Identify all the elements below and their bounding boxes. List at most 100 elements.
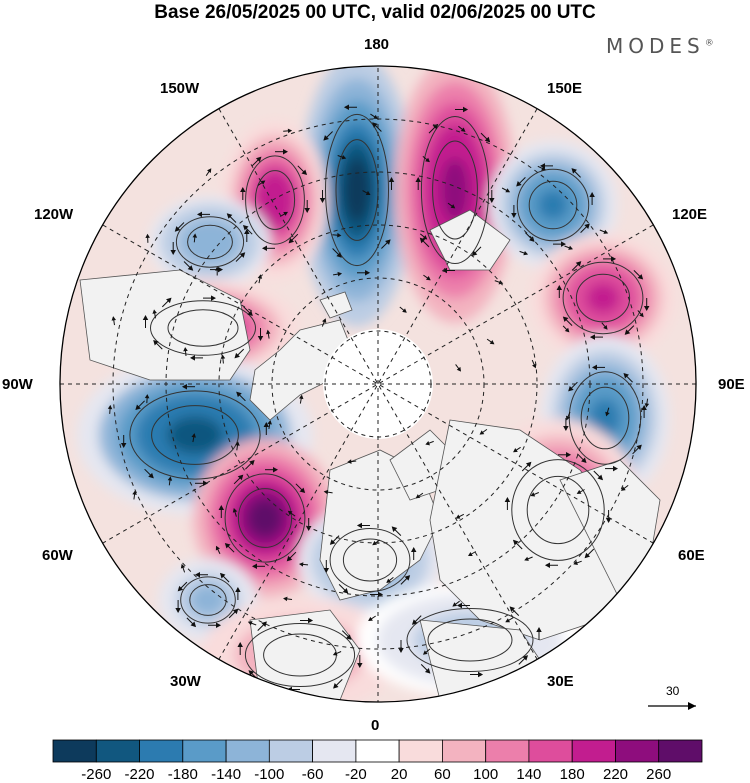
wind-arrowhead: [411, 619, 418, 625]
colorbar-swatch: [182, 739, 227, 763]
wind-arrowhead: [329, 539, 336, 545]
anomaly-band: [196, 590, 220, 610]
wind-arrowhead: [425, 157, 430, 163]
wind-arrowhead: [591, 364, 597, 371]
colorbar-swatch: [485, 739, 530, 763]
contour-line: [167, 309, 239, 347]
colorbar-tick-label: 180: [559, 766, 585, 783]
registered-mark: ®: [704, 38, 714, 49]
anomaly-band: [262, 181, 288, 219]
wind-arrowhead: [242, 224, 249, 231]
wind-arrowhead: [191, 433, 196, 438]
wind-arrowhead: [148, 472, 154, 479]
brand-text: MODES: [606, 34, 705, 58]
wind-arrowhead: [536, 626, 542, 632]
colorbar-tick-label: -220: [124, 766, 155, 783]
wind-arrowhead: [620, 486, 626, 491]
wind-arrowhead: [544, 562, 550, 568]
wind-arrowhead: [332, 651, 338, 656]
wind-arrowhead: [425, 276, 431, 281]
lon-label-120e: 120E: [672, 206, 708, 223]
wind-arrowhead: [478, 671, 484, 678]
wind-arrowhead: [563, 426, 569, 432]
contour-line: [224, 473, 306, 563]
wind-arrowhead: [568, 385, 574, 392]
wind-arrowhead: [322, 318, 327, 323]
wind-arrowhead: [337, 271, 343, 277]
wind-vectors: [107, 104, 650, 693]
wind-arrowhead: [561, 241, 567, 247]
wind-arrowhead: [504, 496, 511, 502]
wind-arrowhead: [357, 663, 363, 669]
wind-arrowhead: [220, 354, 226, 359]
wind-arrowhead: [605, 411, 610, 417]
reference-vector-label: 30: [666, 684, 680, 698]
contour-line: [254, 170, 296, 230]
colorbar-swatch: [441, 739, 487, 763]
colorbar-swatch: [52, 739, 97, 763]
wind-arrowhead: [573, 560, 578, 566]
wind-arrowhead: [248, 670, 255, 676]
wind-arrowhead: [556, 284, 563, 290]
wind-arrowhead: [460, 127, 466, 132]
wind-arrowhead: [337, 232, 342, 238]
wind-arrowhead: [512, 539, 519, 546]
colorbar-swatch: [571, 739, 616, 763]
wind-arrowhead: [174, 226, 181, 232]
wind-arrowhead: [249, 459, 255, 466]
colorbar-tick-label: -60: [301, 766, 324, 783]
wind-arrowhead: [524, 556, 529, 561]
wind-arrowhead: [215, 545, 220, 551]
wind-arrowhead: [196, 211, 202, 218]
wind-arrowhead: [142, 314, 149, 320]
wind-arrowhead: [343, 104, 349, 110]
reference-vector: [648, 702, 696, 710]
colorbar-swatch: [615, 739, 660, 763]
colorbar-tick-label: 220: [602, 766, 629, 783]
wind-arrowhead: [571, 168, 577, 174]
wind-arrowhead: [261, 621, 267, 627]
wind-arrowhead: [183, 347, 188, 352]
wind-arrowhead: [333, 683, 339, 689]
wind-arrowhead: [484, 136, 491, 143]
wind-arrowhead: [192, 233, 198, 238]
wind-arrowhead: [386, 578, 392, 583]
wind-arrowhead: [170, 250, 176, 256]
wind-arrowhead: [166, 297, 172, 304]
wind-arrowhead: [455, 514, 461, 519]
wind-arrowhead: [135, 404, 141, 411]
contour-line: [342, 538, 398, 582]
contour-line: [420, 116, 490, 264]
lon-label-90e: 90E: [718, 376, 745, 393]
wind-arrowhead: [584, 223, 590, 229]
wind-arrowhead: [424, 668, 431, 674]
wind-arrowhead: [341, 155, 347, 160]
wind-arrowhead: [211, 295, 217, 301]
colorbar-tick-label: 60: [434, 766, 451, 783]
wind-arrowhead: [267, 420, 272, 425]
wind-arrowhead: [298, 394, 304, 400]
wind-arrowhead: [153, 339, 159, 346]
contour-line: [150, 300, 256, 356]
wind-arrowhead: [237, 474, 244, 481]
colorbar-swatch: [312, 739, 357, 763]
wind-arrowhead: [597, 474, 604, 481]
wind-arrowhead: [107, 404, 113, 410]
contour-line: [329, 528, 411, 592]
wind-arrowhead: [450, 204, 456, 209]
wind-arrowhead: [260, 180, 266, 185]
wind-arrowhead: [505, 618, 511, 623]
wind-arrowhead: [189, 355, 195, 361]
wind-arrowhead: [287, 510, 293, 516]
wind-arrowhead: [365, 270, 371, 276]
wind-arrowhead: [372, 540, 377, 546]
wind-arrowhead: [299, 487, 306, 494]
wind-arrowhead: [419, 237, 426, 244]
wind-arrowhead: [589, 334, 595, 340]
colorbar-swatch: [658, 739, 703, 763]
wind-arrowhead: [479, 430, 485, 435]
wind-arrowhead: [452, 602, 458, 607]
wind-arrowhead: [219, 572, 226, 579]
wind-arrowhead: [145, 233, 150, 239]
wind-arrowhead: [410, 546, 417, 552]
